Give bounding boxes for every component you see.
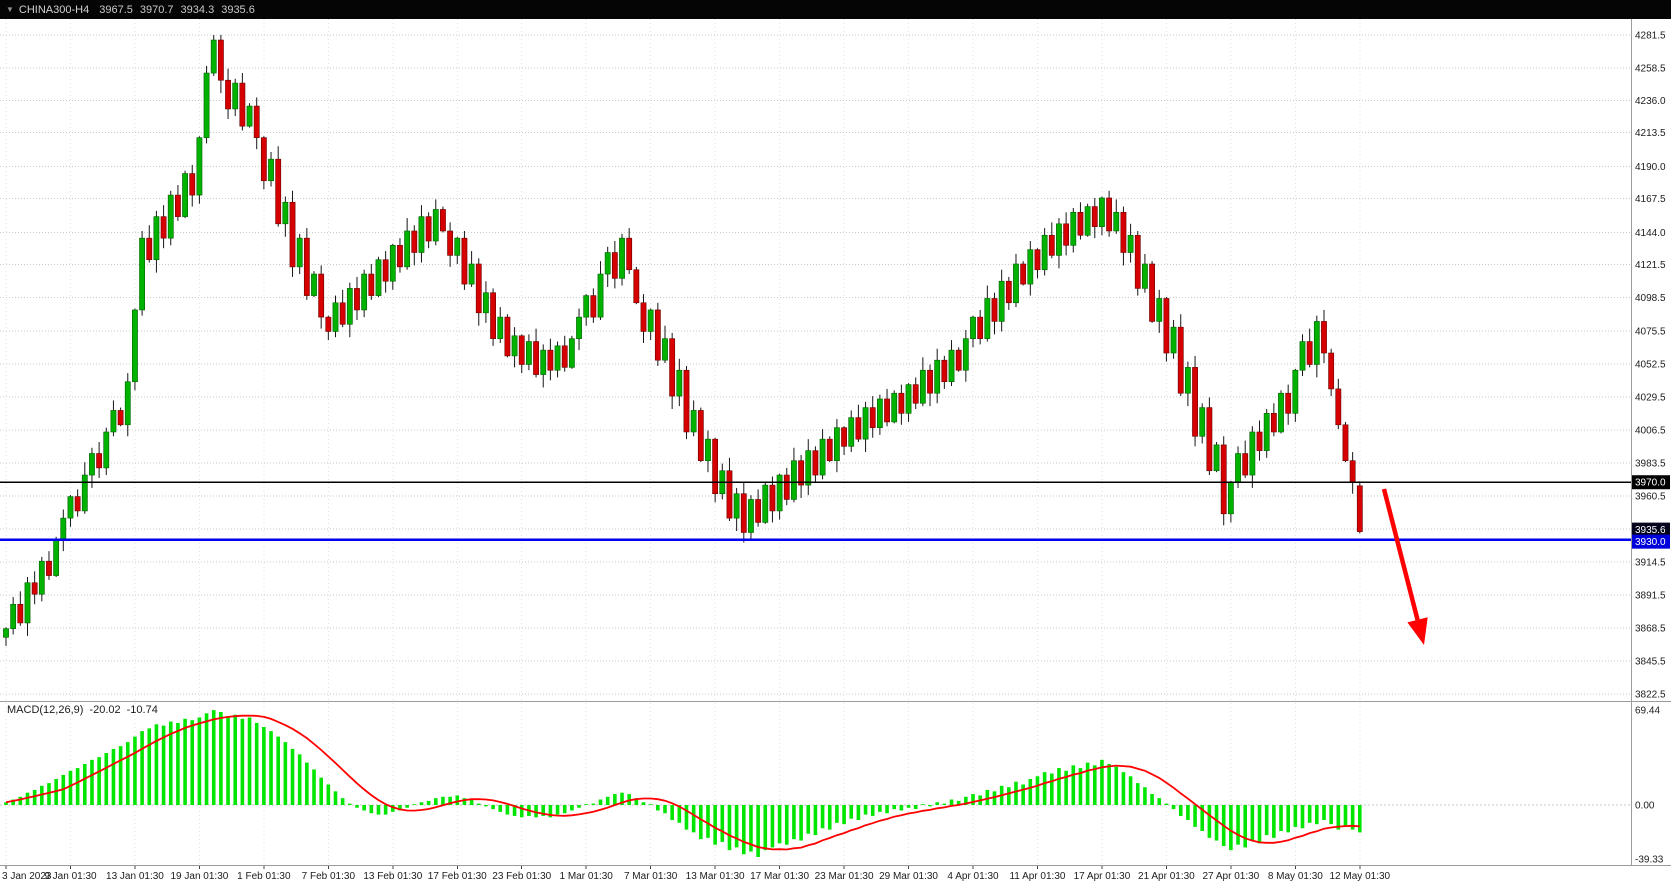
svg-text:4006.5: 4006.5 — [1635, 425, 1666, 436]
annotation-arrow[interactable] — [1381, 488, 1428, 645]
svg-text:8 May 01:30: 8 May 01:30 — [1268, 871, 1323, 882]
svg-text:13 Feb 01:30: 13 Feb 01:30 — [363, 871, 422, 882]
svg-text:4281.5: 4281.5 — [1635, 31, 1666, 42]
svg-text:0.00: 0.00 — [1635, 801, 1655, 812]
svg-text:9 Jan 01:30: 9 Jan 01:30 — [44, 871, 97, 882]
svg-text:23 Mar 01:30: 23 Mar 01:30 — [815, 871, 874, 882]
svg-text:3 Jan 2023: 3 Jan 2023 — [2, 871, 52, 882]
ohlc-low: 3934.3 — [180, 4, 215, 16]
svg-text:3891.5: 3891.5 — [1635, 590, 1666, 601]
candles-layer[interactable] — [3, 35, 1363, 646]
macd-name: MACD(12,26,9) — [7, 704, 84, 716]
chart-header: ▼ CHINA300-H4 3967.5 3970.7 3934.3 3935.6 — [0, 0, 1671, 19]
svg-text:3868.5: 3868.5 — [1635, 623, 1666, 634]
macd-signal-line — [5, 714, 1360, 851]
macd-value: -20.02 — [89, 704, 121, 716]
ohlc-high: 3970.7 — [139, 4, 174, 16]
svg-text:4258.5: 4258.5 — [1635, 64, 1666, 75]
price-tag-3970.0: 3970.0 — [1632, 475, 1670, 490]
svg-text:17 Mar 01:30: 17 Mar 01:30 — [750, 871, 809, 882]
svg-text:13 Mar 01:30: 13 Mar 01:30 — [686, 871, 745, 882]
macd-indicator-label: MACD(12,26,9) -20.02 -10.74 — [7, 704, 164, 716]
ohlc-close: 3935.6 — [221, 4, 255, 16]
svg-text:3935.6: 3935.6 — [1635, 525, 1666, 536]
svg-text:3914.5: 3914.5 — [1635, 557, 1666, 568]
svg-text:4075.5: 4075.5 — [1635, 326, 1666, 337]
svg-text:1 Mar 01:30: 1 Mar 01:30 — [560, 871, 614, 882]
svg-text:4167.5: 4167.5 — [1635, 194, 1666, 205]
price-tag-3935.6: 3935.6 — [1632, 522, 1670, 537]
macd-signal-value: -10.74 — [126, 704, 158, 716]
svg-text:3930.0: 3930.0 — [1635, 537, 1666, 548]
svg-text:4029.5: 4029.5 — [1635, 392, 1666, 403]
svg-text:4052.5: 4052.5 — [1635, 359, 1666, 370]
svg-text:17 Feb 01:30: 17 Feb 01:30 — [428, 871, 487, 882]
svg-text:7 Mar 01:30: 7 Mar 01:30 — [624, 871, 678, 882]
svg-text:17 Apr 01:30: 17 Apr 01:30 — [1074, 871, 1131, 882]
macd-layer[interactable] — [4, 710, 1362, 857]
svg-text:7 Feb 01:30: 7 Feb 01:30 — [302, 871, 356, 882]
svg-text:4213.5: 4213.5 — [1635, 128, 1666, 139]
svg-text:4098.5: 4098.5 — [1635, 293, 1666, 304]
svg-text:13 Jan 01:30: 13 Jan 01:30 — [106, 871, 164, 882]
window-caret-icon[interactable]: ▼ — [6, 5, 14, 14]
svg-text:3845.5: 3845.5 — [1635, 656, 1666, 667]
svg-text:1 Feb 01:30: 1 Feb 01:30 — [237, 871, 291, 882]
svg-text:3822.5: 3822.5 — [1635, 690, 1666, 701]
svg-text:-39.33: -39.33 — [1635, 854, 1664, 865]
svg-text:4121.5: 4121.5 — [1635, 260, 1666, 271]
svg-text:21 Apr 01:30: 21 Apr 01:30 — [1138, 871, 1195, 882]
svg-text:12 May 01:30: 12 May 01:30 — [1330, 871, 1391, 882]
svg-text:4190.0: 4190.0 — [1635, 162, 1666, 173]
svg-text:27 Apr 01:30: 27 Apr 01:30 — [1203, 871, 1260, 882]
svg-text:29 Mar 01:30: 29 Mar 01:30 — [879, 871, 938, 882]
ohlc-open: 3967.5 — [99, 4, 133, 16]
svg-text:3983.5: 3983.5 — [1635, 458, 1666, 469]
svg-text:69.44: 69.44 — [1635, 706, 1660, 717]
svg-text:4 Apr 01:30: 4 Apr 01:30 — [947, 871, 999, 882]
svg-text:23 Feb 01:30: 23 Feb 01:30 — [492, 871, 551, 882]
svg-text:19 Jan 01:30: 19 Jan 01:30 — [170, 871, 228, 882]
svg-text:3960.5: 3960.5 — [1635, 491, 1666, 502]
svg-text:4236.0: 4236.0 — [1635, 96, 1666, 107]
symbol-timeframe-label: CHINA300-H4 — [18, 4, 90, 16]
svg-text:11 Apr 01:30: 11 Apr 01:30 — [1009, 871, 1065, 882]
price-tag-3930.0: 3930.0 — [1632, 534, 1670, 549]
svg-text:4144.0: 4144.0 — [1635, 228, 1666, 239]
svg-text:3970.0: 3970.0 — [1635, 478, 1666, 489]
